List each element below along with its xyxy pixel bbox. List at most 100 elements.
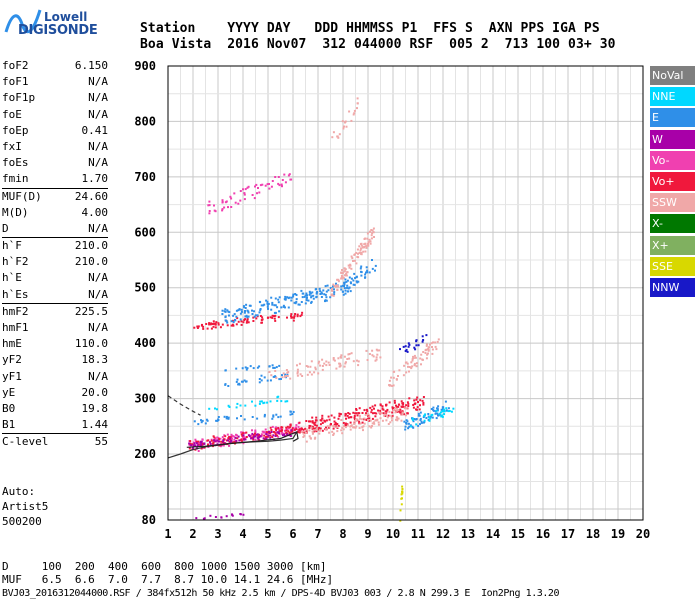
echo-point bbox=[448, 410, 451, 412]
echo-point bbox=[415, 423, 418, 426]
echo-point bbox=[243, 198, 246, 201]
echo-point bbox=[374, 404, 377, 407]
echo-point bbox=[370, 426, 373, 429]
echo-point bbox=[312, 297, 315, 300]
echo-point bbox=[355, 275, 358, 278]
echo-point bbox=[237, 202, 240, 205]
echo-point bbox=[255, 183, 258, 186]
echo-point bbox=[236, 437, 239, 440]
echo-point bbox=[224, 383, 227, 386]
echo-point bbox=[368, 353, 371, 355]
echo-point bbox=[310, 437, 312, 440]
echo-point bbox=[260, 321, 263, 324]
echo-point bbox=[308, 426, 311, 429]
echo-point bbox=[436, 412, 439, 415]
echo-point bbox=[405, 404, 408, 407]
echo-point bbox=[269, 316, 272, 319]
echo-point bbox=[314, 288, 317, 291]
echo-point bbox=[347, 353, 350, 356]
echo-point bbox=[359, 249, 362, 252]
echo-point bbox=[420, 420, 423, 423]
echo-point bbox=[428, 346, 430, 349]
echo-point bbox=[299, 373, 302, 376]
echo-point bbox=[348, 276, 351, 279]
echo-point bbox=[269, 436, 272, 439]
echo-point bbox=[395, 404, 397, 407]
echo-point bbox=[418, 414, 421, 417]
echo-point bbox=[282, 372, 285, 375]
echo-point bbox=[426, 348, 429, 351]
logo-text-digisonde: DIGISONDE bbox=[18, 23, 98, 38]
echo-point bbox=[235, 406, 238, 409]
echo-point bbox=[235, 315, 238, 318]
echo-point bbox=[205, 323, 208, 325]
param-value: 24.60 bbox=[74, 189, 108, 203]
echo-point bbox=[366, 237, 369, 240]
param-value: 1.70 bbox=[81, 172, 109, 186]
echo-point bbox=[346, 290, 349, 293]
echo-point bbox=[347, 412, 350, 414]
echo-point bbox=[422, 396, 425, 398]
echo-point bbox=[445, 409, 448, 412]
param-row: h`F 210.0 bbox=[2, 238, 108, 254]
echo-point bbox=[213, 204, 215, 207]
echo-point bbox=[270, 431, 273, 433]
echo-point bbox=[242, 432, 245, 435]
y-tick-label: 900 bbox=[134, 59, 156, 73]
echo-point bbox=[421, 340, 424, 343]
echo-point bbox=[442, 409, 445, 412]
echo-point bbox=[393, 399, 396, 402]
echo-point bbox=[235, 323, 238, 326]
echo-point bbox=[207, 443, 209, 446]
echo-point bbox=[220, 516, 223, 519]
echo-point bbox=[326, 425, 329, 428]
echo-point bbox=[243, 418, 246, 421]
echo-point bbox=[229, 441, 232, 444]
echo-point bbox=[378, 349, 381, 352]
y-tick-label: 700 bbox=[134, 170, 156, 184]
echo-point bbox=[302, 292, 305, 295]
echo-point bbox=[280, 183, 283, 186]
echo-point bbox=[385, 404, 388, 407]
echo-point bbox=[399, 509, 402, 512]
param-value: 6.150 bbox=[74, 59, 108, 72]
echo-point bbox=[270, 296, 273, 299]
echo-point bbox=[260, 379, 263, 382]
echo-point bbox=[352, 113, 355, 116]
echo-point bbox=[272, 415, 275, 418]
echo-point bbox=[363, 422, 366, 425]
echo-point bbox=[262, 304, 265, 307]
param-value: N/A bbox=[88, 221, 108, 235]
echo-point bbox=[353, 259, 356, 262]
echo-point bbox=[287, 306, 290, 309]
echo-point bbox=[396, 409, 399, 412]
y-tick-label: 800 bbox=[134, 114, 156, 128]
echo-point bbox=[221, 313, 224, 315]
echo-point bbox=[326, 284, 329, 287]
echo-point bbox=[450, 410, 453, 413]
echo-point bbox=[287, 427, 290, 430]
echo-point bbox=[302, 428, 305, 431]
echo-point bbox=[226, 433, 229, 436]
echo-point bbox=[411, 418, 414, 421]
echo-point bbox=[227, 404, 230, 407]
echo-point bbox=[319, 293, 322, 295]
echo-point bbox=[254, 431, 257, 434]
echo-point bbox=[289, 413, 292, 416]
echo-point bbox=[239, 513, 242, 515]
echo-point bbox=[256, 366, 259, 369]
echo-point bbox=[244, 315, 247, 318]
param-name: hmE bbox=[2, 337, 22, 351]
echo-point bbox=[340, 419, 343, 421]
echo-point bbox=[290, 429, 293, 432]
echo-point bbox=[310, 295, 313, 298]
echo-point bbox=[349, 290, 352, 293]
param-name: MUF(D) bbox=[2, 189, 42, 203]
echo-point bbox=[226, 324, 229, 327]
echo-point bbox=[413, 362, 416, 365]
echo-point bbox=[413, 418, 416, 420]
echo-point bbox=[348, 412, 351, 415]
echo-point bbox=[195, 440, 198, 443]
echo-point bbox=[343, 285, 345, 288]
echo-point bbox=[408, 397, 411, 400]
